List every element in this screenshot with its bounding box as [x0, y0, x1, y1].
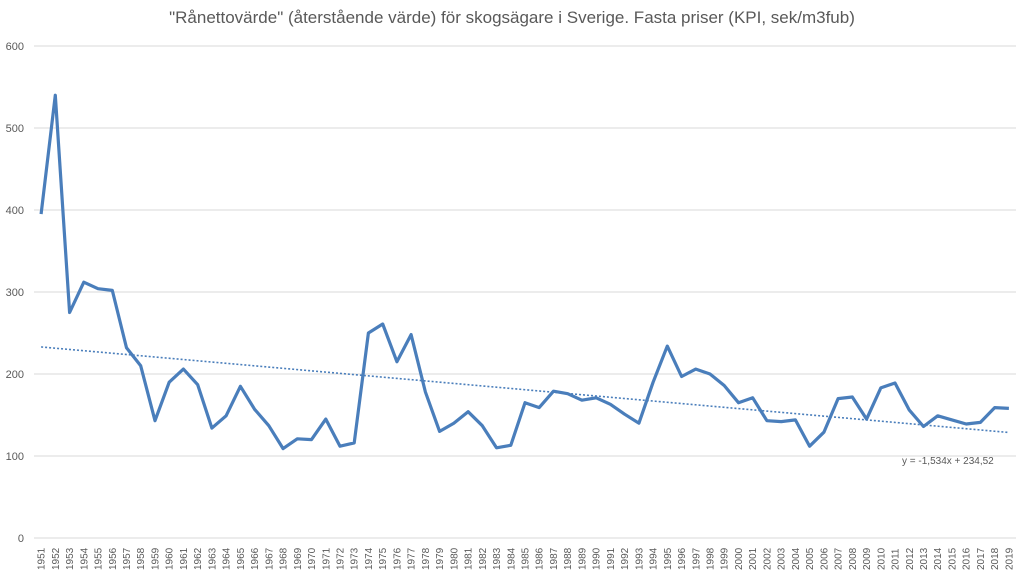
x-axis-ticks: 1951 1952 1953 1954 1955 1956 1957 1958 1959 1960…	[37, 547, 1016, 570]
x-tick-label: 1961	[179, 547, 190, 570]
x-tick-label: 1979	[435, 547, 446, 570]
x-tick-label: 1978	[421, 547, 432, 570]
x-tick-label: 1997	[691, 547, 702, 570]
x-tick-label: 1965	[236, 547, 247, 570]
x-tick-label: 1982	[478, 547, 489, 570]
x-tick-label: 1998	[706, 547, 717, 570]
x-tick-label: 1972	[335, 547, 346, 570]
x-tick-label: 1955	[94, 547, 105, 570]
x-tick-label: 2004	[791, 547, 802, 570]
x-tick-label: 1959	[150, 547, 161, 570]
x-tick-label: 1974	[364, 547, 375, 570]
x-tick-label: 2017	[976, 547, 987, 570]
x-tick-label: 1977	[407, 547, 418, 570]
x-tick-label: 1968	[279, 547, 290, 570]
y-tick-label: 100	[6, 451, 24, 463]
x-tick-label: 2015	[947, 547, 958, 570]
x-tick-label: 2000	[734, 547, 745, 570]
x-tick-label: 1956	[108, 547, 119, 570]
y-axis-ticks: 0 100 200 300 400 500 600	[6, 41, 24, 545]
x-tick-label: 1984	[506, 547, 517, 570]
x-tick-label: 2009	[862, 547, 873, 570]
x-tick-label: 1999	[720, 547, 731, 570]
x-tick-label: 1994	[649, 547, 660, 570]
x-tick-label: 1976	[392, 547, 403, 570]
x-tick-label: 2003	[777, 547, 788, 570]
x-tick-label: 1988	[563, 547, 574, 570]
x-tick-label: 1985	[521, 547, 532, 570]
x-tick-label: 1981	[464, 547, 475, 570]
x-tick-label: 2008	[848, 547, 859, 570]
y-tick-label: 500	[6, 123, 24, 135]
x-tick-label: 1962	[193, 547, 204, 570]
x-tick-label: 1966	[250, 547, 261, 570]
x-tick-label: 2016	[962, 547, 973, 570]
x-tick-label: 2005	[805, 547, 816, 570]
trendline	[41, 346, 1009, 434]
x-tick-label: 1953	[65, 547, 76, 570]
x-tick-label: 1967	[264, 547, 275, 570]
x-tick-label: 1960	[165, 547, 176, 570]
x-tick-label: 1992	[620, 547, 631, 570]
x-tick-label: 2010	[876, 547, 887, 570]
chart-title: "Rånettovärde" (återstående värde) för s…	[169, 8, 855, 27]
x-tick-label: 2007	[834, 547, 845, 570]
x-tick-label: 2002	[762, 547, 773, 570]
y-tick-label: 200	[6, 369, 24, 381]
x-tick-label: 1973	[350, 547, 361, 570]
x-tick-label: 2018	[990, 547, 1001, 570]
series-line	[39, 93, 1009, 451]
x-tick-label: 1989	[577, 547, 588, 570]
x-tick-label: 2013	[919, 547, 930, 570]
x-tick-label: 1983	[492, 547, 503, 570]
x-tick-label: 2006	[819, 547, 830, 570]
x-tick-label: 2019	[1004, 547, 1015, 570]
x-tick-label: 1996	[677, 547, 688, 570]
x-tick-label: 2012	[905, 547, 916, 570]
x-tick-label: 1954	[79, 547, 90, 570]
x-tick-label: 1958	[136, 547, 147, 570]
y-tick-label: 0	[18, 533, 24, 545]
y-tick-label: 400	[6, 205, 24, 217]
x-tick-label: 1987	[549, 547, 560, 570]
x-tick-label: 2014	[933, 547, 944, 570]
x-tick-label: 1970	[307, 547, 318, 570]
x-tick-label: 2001	[748, 547, 759, 570]
y-tick-label: 300	[6, 287, 24, 299]
x-tick-label: 1990	[592, 547, 603, 570]
x-tick-label: 1952	[51, 547, 62, 570]
x-tick-label: 1993	[634, 547, 645, 570]
x-tick-label: 1991	[606, 547, 617, 570]
x-tick-label: 1986	[535, 547, 546, 570]
x-tick-label: 1995	[663, 547, 674, 570]
x-tick-label: 1951	[37, 547, 48, 570]
gridlines	[34, 45, 1016, 539]
y-tick-label: 600	[6, 41, 24, 53]
x-tick-label: 1975	[378, 547, 389, 570]
x-tick-label: 1980	[449, 547, 460, 570]
x-tick-label: 1957	[122, 547, 133, 570]
x-tick-label: 2011	[891, 548, 902, 570]
x-tick-label: 1969	[293, 547, 304, 570]
trendline-equation: y = -1,534x + 234,52	[902, 456, 994, 467]
x-tick-label: 1963	[207, 547, 218, 570]
x-tick-label: 1964	[222, 547, 233, 570]
x-tick-label: 1971	[321, 547, 332, 570]
